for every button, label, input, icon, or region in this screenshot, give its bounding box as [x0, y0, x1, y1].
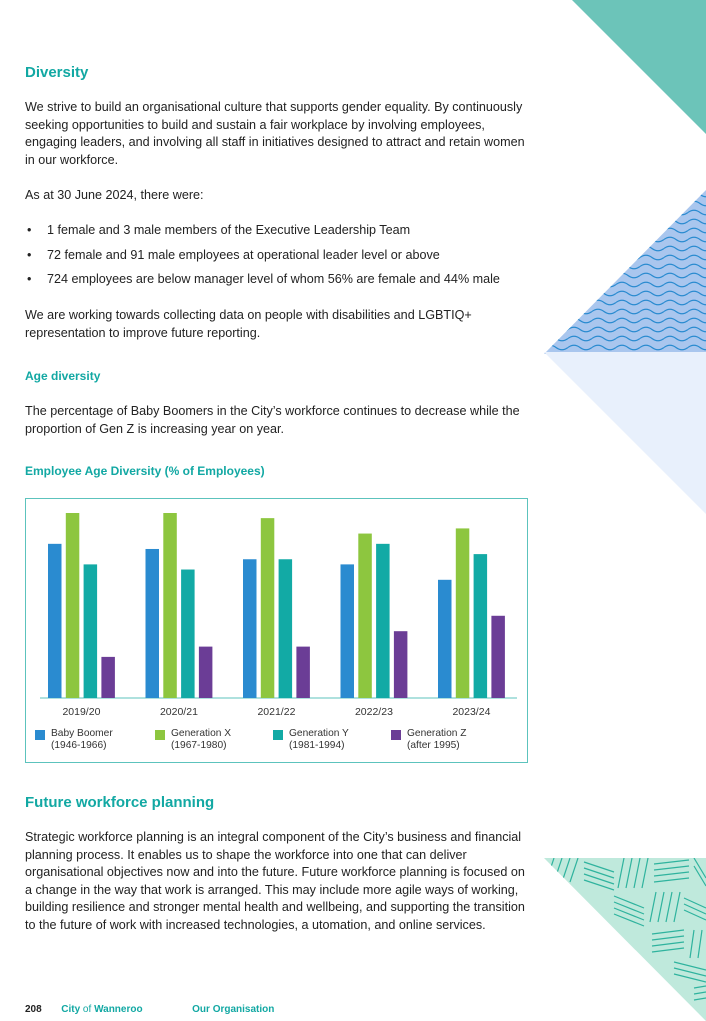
- bar-2022-23-series-2: [376, 543, 390, 698]
- bar-2021-22-series-0: [243, 559, 257, 698]
- bullet-text: 1 female and 3 male members of the Execu…: [47, 223, 411, 237]
- bar-2019-20-series-2: [83, 564, 98, 698]
- bar-2020-21-series-3: [198, 646, 213, 698]
- legend-swatch: [35, 730, 45, 740]
- bar-2020-21-series-1: [163, 513, 177, 698]
- bar-2021-22-series-3: [296, 646, 310, 698]
- page-number: 208: [25, 1004, 42, 1015]
- bar-2023-24-series-0: [438, 579, 452, 698]
- x-tick-label: 2019/20: [62, 706, 100, 718]
- x-tick-label: 2020/21: [160, 706, 198, 718]
- list-item: • 1 female and 3 male members of the Exec…: [27, 223, 411, 237]
- page-footer: 208 City of Wanneroo Our Organisation: [25, 1004, 274, 1015]
- line-pattern-triangle-decoration: [544, 858, 706, 1021]
- legend-label: Baby Boomer (1946-1966): [51, 728, 113, 751]
- bar-2019-20-series-0: [48, 543, 62, 698]
- footer-section: Our Organisation: [192, 1004, 275, 1015]
- bar-2021-22-series-1: [260, 518, 275, 698]
- bar-2022-23-series-3: [393, 631, 408, 698]
- bar-2022-23-series-0: [340, 564, 354, 698]
- teal-triangle-decoration: [572, 0, 706, 134]
- bar-2023-24-series-3: [491, 615, 505, 698]
- org-name: City of Wanneroo: [61, 1004, 143, 1015]
- bar-2019-20-series-3: [101, 656, 115, 698]
- diversity-reporting-paragraph: We are working towards collecting data o…: [25, 308, 472, 340]
- diversity-date-paragraph: As at 30 June 2024, there were:: [25, 188, 204, 202]
- bar-2022-23-series-1: [358, 533, 372, 698]
- legend-label: Generation Z (after 1995): [407, 728, 467, 751]
- legend-label: Generation X (1967-1980): [171, 728, 232, 751]
- list-item: • 72 female and 91 male employees at oper…: [27, 247, 440, 262]
- list-item: • 724 employees are below manager level o…: [27, 272, 500, 286]
- diversity-bullet-list: • 1 female and 3 male members of the Exec…: [25, 222, 545, 296]
- bar-2019-20-series-1: [65, 513, 80, 698]
- bullet-text: 72 female and 91 male employees at opera…: [47, 247, 440, 262]
- x-tick-label: 2022/23: [355, 706, 393, 718]
- bar-2020-21-series-2: [181, 569, 195, 698]
- legend-label: Generation Y (1981-1994): [289, 728, 349, 751]
- bullet-text: 724 employees are below manager level of…: [47, 272, 500, 286]
- pale-triangle-decoration: [544, 352, 706, 514]
- legend-swatch: [155, 730, 165, 740]
- age-diversity-paragraph: The percentage of Baby Boomers in the Ci…: [25, 404, 520, 436]
- x-tick-label: 2023/24: [452, 706, 490, 718]
- legend-swatch: [273, 730, 283, 740]
- age-diversity-heading: Age diversity: [25, 369, 101, 383]
- chart-frame: [25, 498, 528, 763]
- chart-legend: Baby Boomer (1946-1966) Generation X (1967…: [35, 728, 515, 758]
- diversity-heading: Diversity: [25, 64, 89, 81]
- legend-swatch: [391, 730, 401, 740]
- x-tick-label: 2021/22: [257, 706, 295, 718]
- chart-heading: Employee Age Diversity (% of Employees): [25, 464, 265, 478]
- workforce-paragraph: Strategic workforce planning is an integ…: [25, 830, 525, 932]
- wave-triangle-decoration: [544, 190, 706, 354]
- bar-2020-21-series-0: [145, 548, 159, 698]
- bar-2023-24-series-1: [455, 528, 470, 698]
- workforce-heading: Future workforce planning: [25, 794, 215, 811]
- diversity-intro-paragraph: We strive to build an organisational cul…: [25, 100, 525, 167]
- bar-2021-22-series-2: [278, 559, 293, 698]
- bar-2023-24-series-2: [473, 554, 488, 698]
